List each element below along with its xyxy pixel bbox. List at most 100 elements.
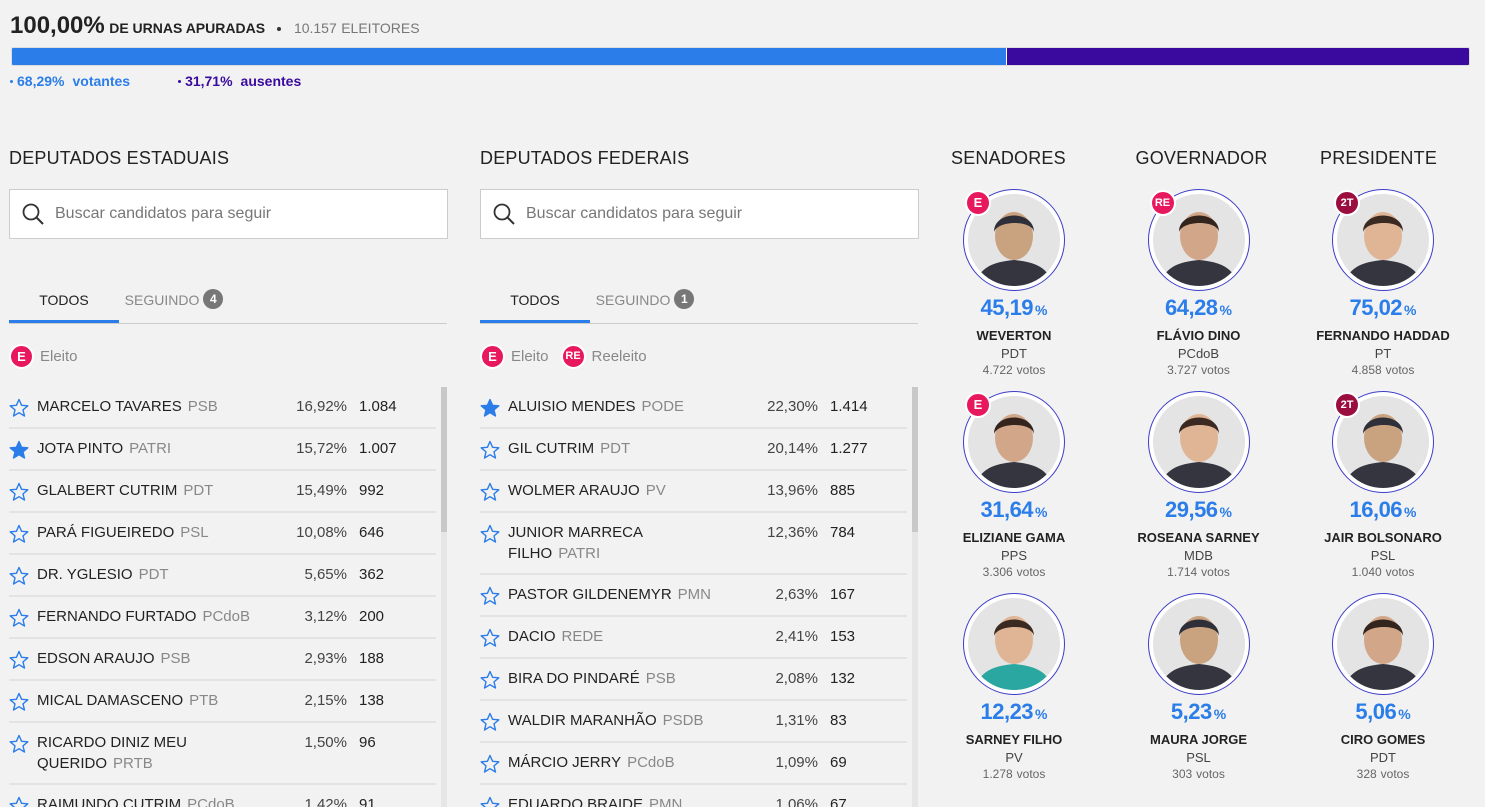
follow-star[interactable] [9,734,29,754]
follow-star[interactable] [9,796,29,807]
follow-star[interactable] [9,566,29,586]
votes-label: votos [1017,363,1046,377]
follow-star[interactable] [9,650,29,670]
votes-label: votos [1386,565,1415,579]
candidate-party: PSB [188,398,218,415]
votes-label: votos [1201,565,1230,579]
turnout-legend-item: 31,71%ausentes [178,73,301,89]
candidate-party: PMN [678,586,711,603]
tab-divider [9,323,447,324]
follow-star[interactable] [9,608,29,628]
candidate-badge: 2T [1334,190,1360,216]
candidate-percent: 2,63% [738,584,818,605]
candidate-badge: E [965,392,991,418]
follow-star[interactable] [480,524,500,544]
candidate-percent: 1,09% [738,752,818,773]
legend-label: Eleito [40,348,78,365]
candidate-name: WEVERTON [922,328,1106,343]
separator [277,27,281,31]
candidate-percent: 75,02 [1349,295,1402,320]
candidate-votes: 69 [830,752,847,773]
candidate-percent: 2,93% [267,648,347,669]
votes-label: votos [1381,767,1410,781]
follow-star[interactable] [9,692,29,712]
turnout-percent: 68,29% [17,73,64,89]
candidate-name-cell: RAIMUNDO CUTRIM PCdoB [37,794,267,807]
follow-star[interactable] [480,628,500,648]
candidate-party: PSL [1107,750,1291,765]
follow-star[interactable] [9,398,29,418]
follow-star[interactable] [480,754,500,774]
candidate-votes: 1.084 [359,396,397,417]
candidate-name-cell: BIRA DO PINDARÉ PSB [508,668,738,689]
search-box[interactable]: Buscar candidatos para seguir [480,189,919,239]
tab-count: 1 [674,289,694,309]
legend-label: Eleito [511,348,549,365]
tab[interactable]: TODOS [9,288,119,323]
search-icon [22,203,46,227]
follow-star[interactable] [9,524,29,544]
candidate-votes: 885 [830,480,855,501]
candidate-party: PSB [646,670,676,687]
candidate-percent: 2,15% [267,690,347,711]
follow-star[interactable] [480,482,500,502]
follow-star[interactable] [480,712,500,732]
candidate-percent: 10,08% [267,522,347,543]
candidate-photo [1331,592,1435,696]
candidate-percent: 5,23 [1171,699,1212,724]
votes-label: votos [1196,767,1225,781]
tab[interactable]: TODOS [480,288,590,323]
candidate-percent: 5,06 [1355,699,1396,724]
percent-sign: % [1404,302,1416,318]
candidate-percent: 12,36% [738,522,818,543]
candidate-party: PT [1291,346,1475,361]
percent-sign: % [1220,504,1232,520]
follow-star[interactable] [480,440,500,460]
candidate-name: ROSEANA SARNEY [1107,530,1291,545]
candidate-votes: 646 [359,522,384,543]
follow-star[interactable] [480,398,500,418]
candidate-party: PV [646,482,666,499]
follow-star[interactable] [9,440,29,460]
follow-star[interactable] [9,482,29,502]
follow-star[interactable] [480,586,500,606]
search-box[interactable]: Buscar candidatos para seguir [9,189,448,239]
candidate-percent: 15,49% [267,480,347,501]
candidate-name: CIRO GOMES [1291,732,1475,747]
candidate-party: PRTB [113,755,153,772]
candidate-votes: 1.007 [359,438,397,459]
turnout-segment [12,48,1007,65]
follow-star[interactable] [480,796,500,807]
legend-badge: E [480,344,505,369]
candidate-votes: 992 [359,480,384,501]
candidate-name: BIRA DO PINDARÉ [508,670,640,687]
candidate-votes: 1.277 [830,438,868,459]
candidate-result: 31,64% [922,497,1106,523]
candidate-name: RAIMUNDO CUTRIM [37,796,181,807]
turnout-name: ausentes [241,73,302,89]
candidate-name: MICAL DAMASCENO [37,692,183,709]
candidate-party: PDT [139,566,169,583]
candidate-party: PCdoB [187,796,235,807]
legend-item: E Eleito [480,344,549,369]
follow-star[interactable] [480,670,500,690]
votes-label: votos [1017,565,1046,579]
